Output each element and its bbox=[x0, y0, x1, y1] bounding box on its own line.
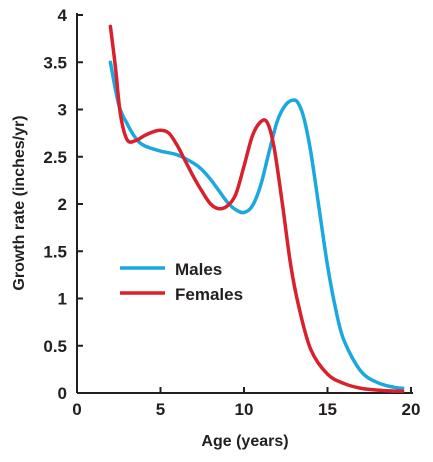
series-line-females bbox=[108, 24, 405, 393]
x-tick-label: 20 bbox=[402, 400, 421, 419]
y-tick-label: 4 bbox=[58, 6, 68, 25]
y-tick-label: 3.5 bbox=[43, 53, 67, 72]
x-tick-label: 10 bbox=[235, 400, 254, 419]
y-tick-label: 2.5 bbox=[43, 148, 67, 167]
y-axis-title: Growth rate (inches/yr) bbox=[11, 115, 28, 290]
y-tick-label: 1 bbox=[58, 290, 67, 309]
x-axis-title: Age (years) bbox=[201, 433, 288, 450]
x-tick-label: 0 bbox=[72, 400, 81, 419]
y-tick-label: 1.5 bbox=[43, 242, 67, 261]
legend-label-males: Males bbox=[175, 260, 222, 279]
axes bbox=[76, 13, 413, 394]
y-tick-label: 2 bbox=[58, 195, 67, 214]
series-line-males bbox=[108, 60, 405, 391]
legend: Males Females bbox=[120, 260, 243, 304]
x-tick-label: 15 bbox=[318, 400, 337, 419]
series-group bbox=[108, 24, 405, 393]
x-tick-label: 5 bbox=[156, 400, 165, 419]
y-tick-label: 3 bbox=[58, 101, 67, 120]
legend-label-females: Females bbox=[175, 285, 243, 304]
y-tick-label: 0 bbox=[58, 384, 67, 403]
ticks: 0 5 10 15 20 0 0.5 1 1.5 2 2.5 3 3.5 4 bbox=[43, 6, 420, 419]
y-tick-label: 0.5 bbox=[43, 337, 67, 356]
